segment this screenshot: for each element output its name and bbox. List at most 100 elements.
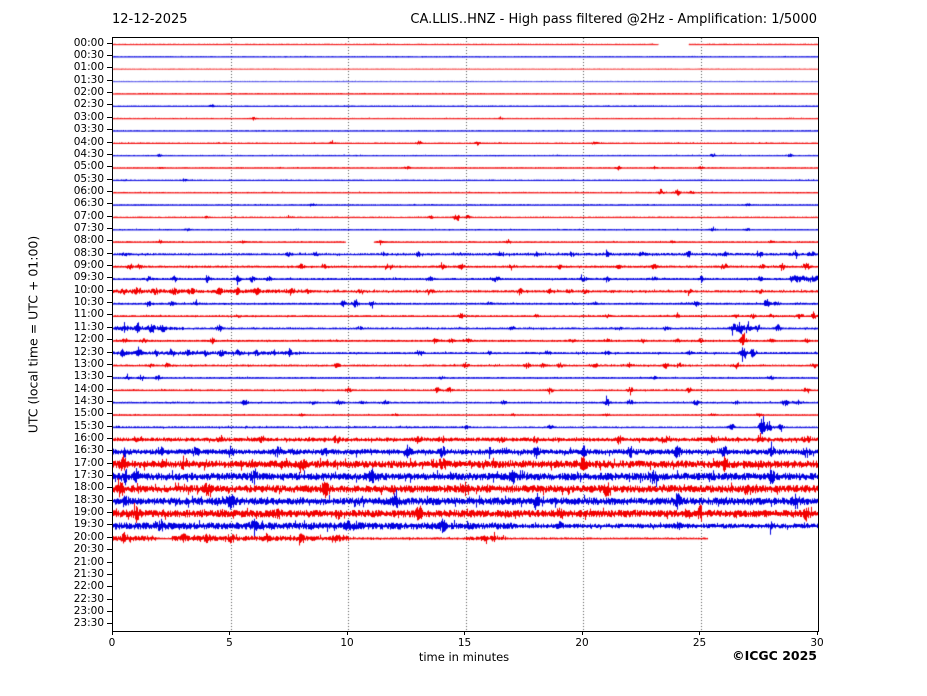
y-axis-label: UTC (local time = UTC + 01:00) [25, 235, 41, 434]
y-tick-mark [107, 363, 112, 365]
y-tick-label: 03:30 [73, 123, 104, 136]
y-tick-label: 23:00 [73, 604, 104, 617]
y-tick-mark [107, 376, 112, 378]
y-tick-mark [107, 265, 112, 267]
y-tick-mark [107, 203, 112, 205]
y-tick-label: 08:30 [73, 246, 104, 259]
y-tick-mark [107, 450, 112, 452]
y-tick-mark [107, 499, 112, 501]
x-tick-label: 0 [108, 637, 116, 649]
y-tick-label: 20:00 [73, 530, 104, 543]
x-tick-label: 10 [340, 637, 354, 649]
y-tick-label: 17:00 [73, 456, 104, 469]
y-tick-label: 02:30 [73, 98, 104, 111]
x-tick-label: 20 [575, 637, 589, 649]
y-tick-label: 15:30 [73, 419, 104, 432]
x-tick-label: 5 [226, 637, 233, 649]
x-tick-mark [111, 631, 113, 635]
y-tick-label: 16:30 [73, 444, 104, 457]
y-tick-label: 23:30 [73, 617, 104, 630]
y-tick-mark [107, 314, 112, 316]
y-tick-mark [107, 79, 112, 81]
y-tick-mark [107, 573, 112, 575]
y-tick-mark [107, 425, 112, 427]
x-tick-mark [346, 631, 348, 635]
y-tick-mark [107, 413, 112, 415]
y-tick-label: 12:00 [73, 333, 104, 346]
y-tick-label: 11:00 [73, 308, 104, 321]
y-tick-mark [107, 289, 112, 291]
y-tick-label: 06:30 [73, 197, 104, 210]
y-tick-mark [107, 561, 112, 563]
plot-area [112, 37, 819, 632]
y-tick-label: 12:30 [73, 345, 104, 358]
y-tick-label: 07:00 [73, 209, 104, 222]
y-tick-mark [107, 610, 112, 612]
y-tick-mark [107, 524, 112, 526]
y-tick-mark [107, 227, 112, 229]
y-tick-mark [107, 252, 112, 254]
x-tick-label: 15 [457, 637, 472, 649]
y-tick-label: 01:00 [73, 61, 104, 74]
y-tick-label: 17:30 [73, 469, 104, 482]
y-tick-label: 02:00 [73, 86, 104, 99]
y-tick-mark [107, 512, 112, 514]
y-tick-label: 18:00 [73, 481, 104, 494]
y-tick-label: 15:00 [73, 407, 104, 420]
y-tick-label: 03:00 [73, 110, 104, 123]
y-tick-label: 19:30 [73, 518, 104, 531]
y-tick-mark [107, 153, 112, 155]
y-tick-label: 20:30 [73, 543, 104, 556]
date-label: 12-12-2025 [112, 12, 188, 27]
y-tick-label: 18:30 [73, 493, 104, 506]
y-tick-label: 16:00 [73, 432, 104, 444]
y-tick-mark [107, 388, 112, 390]
y-tick-label: 00:00 [73, 36, 104, 49]
y-tick-label: 19:00 [73, 506, 104, 519]
y-tick-label: 09:30 [73, 271, 104, 284]
y-tick-label: 01:30 [73, 73, 104, 86]
y-tick-label: 00:30 [73, 49, 104, 62]
x-tick-mark [464, 631, 465, 635]
y-tick-label: 13:00 [73, 357, 104, 370]
y-tick-mark [107, 302, 112, 304]
y-tick-mark [107, 67, 112, 69]
copyright-credit: ©ICGC 2025 [732, 648, 817, 663]
x-tick-mark [699, 631, 700, 635]
y-tick-label: 22:00 [73, 580, 104, 593]
plot-title: CA.LLIS..HNZ - High pass filtered @2Hz -… [410, 12, 817, 27]
y-tick-mark [107, 586, 112, 588]
y-tick-mark [107, 104, 112, 106]
y-tick-label: 06:00 [73, 184, 104, 197]
y-tick-label: 13:30 [73, 370, 104, 383]
y-tick-label: 04:00 [73, 135, 104, 148]
y-tick-mark [107, 178, 112, 180]
y-tick-label: 05:30 [73, 172, 104, 185]
x-axis-label: time in minutes [418, 650, 510, 664]
y-tick-mark [107, 215, 112, 217]
y-tick-mark [107, 166, 112, 168]
y-tick-mark [107, 116, 112, 118]
y-tick-label: 21:00 [73, 555, 104, 568]
y-tick-mark [107, 475, 112, 477]
y-tick-label: 14:30 [73, 394, 104, 407]
y-tick-label: 04:30 [73, 147, 104, 160]
y-tick-label: 10:00 [73, 283, 104, 296]
y-tick-mark [107, 438, 112, 439]
y-tick-mark [107, 326, 112, 328]
y-tick-mark [107, 623, 112, 625]
y-tick-mark [107, 240, 112, 242]
y-tick-mark [107, 190, 112, 192]
x-tick-mark [229, 631, 230, 635]
y-tick-label: 14:00 [73, 382, 104, 395]
y-tick-mark [107, 92, 112, 94]
x-tick-mark [816, 631, 818, 635]
y-tick-label: 07:30 [73, 221, 104, 234]
y-tick-mark [107, 549, 112, 551]
y-tick-mark [107, 141, 112, 143]
seismogram-canvas [113, 38, 818, 631]
y-tick-label: 11:30 [73, 320, 104, 333]
y-tick-label: 21:30 [73, 567, 104, 580]
y-tick-label: 05:00 [73, 160, 104, 173]
